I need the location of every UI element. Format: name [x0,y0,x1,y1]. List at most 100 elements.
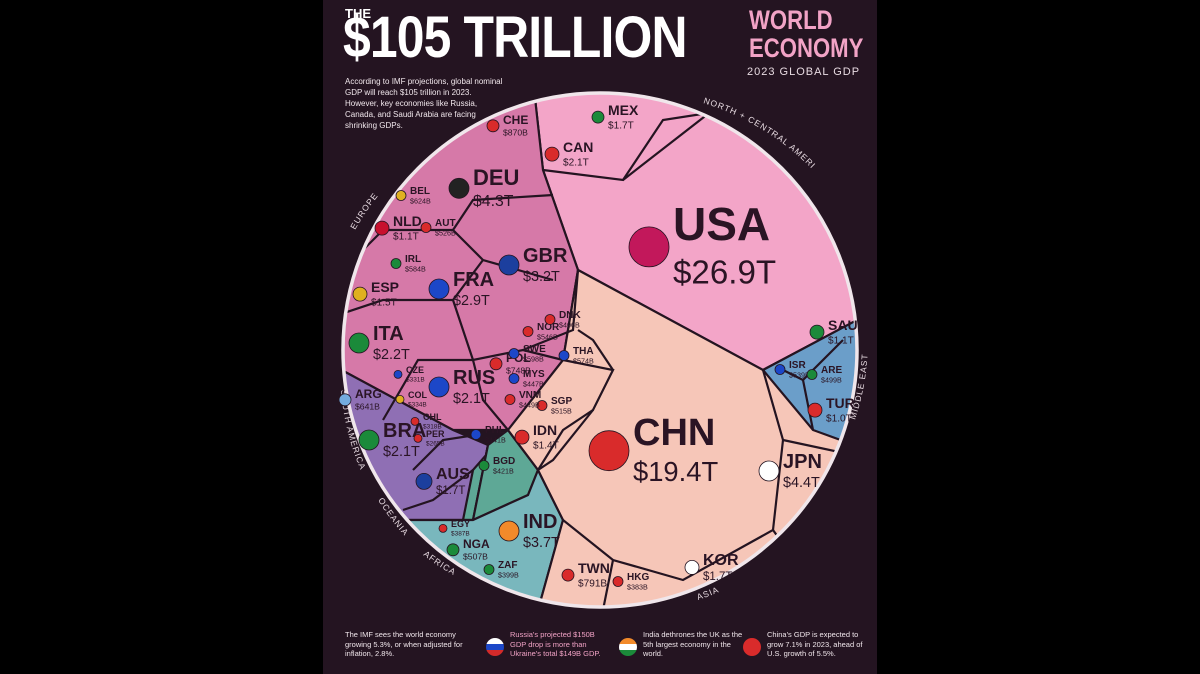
country-isr: ISR$539B [774,360,810,380]
country-sau: SAU $1.1T [809,317,858,346]
es-flag-icon [352,286,368,302]
country-gdp-label: $2.2T [373,347,410,363]
infographic-poster: THE $105 TRILLION WORLD ECONOMY 2023 GLO… [323,0,877,674]
country-gbr: GBR $3.2T [498,245,568,285]
country-gdp-label: $598B [523,355,544,364]
footer-note-1: The IMF sees the world economy growing 5… [345,630,463,659]
country-ita: ITA $2.2T [348,323,410,363]
cn-flag-icon [588,430,630,472]
country-nor: NOR$546B [522,322,560,342]
country-code-label: CAN [563,139,593,155]
country-code-label: SWE [523,344,546,355]
intro-text: According to IMF projections, global nom… [345,77,503,130]
country-code-label: PHL [485,425,505,436]
cell-border [538,559,615,607]
country-gdp-label: $526B [435,229,456,238]
country-gdp-label: $318B [423,424,442,431]
country-vnm: VNM$449B [504,390,541,410]
cell-border [522,269,580,352]
country-fra: FRA $2.9T [428,269,494,309]
country-gdp-label: $331B [406,377,425,384]
country-gdp-label: $870B [503,127,528,137]
us-flag-icon [628,226,670,268]
cell-border [537,409,594,471]
dk-flag-icon [544,314,556,325]
country-egy: EGY $387B [438,519,470,538]
country-gdp-label: $3.7T [523,535,560,551]
country-gdp-label: $515B [551,407,572,416]
sa-flag-icon [809,324,825,340]
gb-flag-icon [498,254,520,276]
br-flag-icon [358,429,380,451]
country-zaf: ZAF$399B [483,560,519,580]
country-gdp-label: $19.4T [633,456,718,487]
hk-flag-icon [612,576,624,587]
country-code-label: CHN [633,412,715,454]
ie-flag-icon [390,258,402,269]
za-flag-icon [483,564,495,575]
country-code-label: DEU [473,165,519,190]
country-aut: AUT$526B [420,218,456,238]
country-code-label: PER [426,429,445,439]
cell-border [471,359,509,431]
country-chl: CHL $318B [410,412,442,431]
country-code-label: AUS [436,466,470,483]
country-twn: TWN $791B [561,560,610,589]
country-gdp-label: $421B [493,467,514,476]
country-gdp-label: $748B [506,365,531,375]
country-per: PER $265B [413,429,445,448]
country-code-label: DNK [559,310,581,321]
country-gdp-label: $4.4T [783,475,820,491]
ru-flag-icon [486,638,504,656]
country-code-label: NGA [463,537,490,551]
country-chn: CHN$19.4T [588,412,718,487]
country-gdp-label: $1.0T [826,413,852,424]
country-code-label: KOR [703,552,739,569]
title-the: THE [345,6,371,21]
country-nld: NLD $1.1T [374,213,422,242]
country-code-label: NOR [537,322,560,333]
country-code-label: ARG [355,387,382,401]
country-code-label: ISR [789,360,806,371]
country-code-label: FRA [453,269,494,291]
country-nga: NGA$507B [446,537,490,561]
be-flag-icon [395,190,407,201]
bd-flag-icon [478,460,490,471]
country-code-label: CZE [406,365,424,375]
title-block: THE $105 TRILLION WORLD ECONOMY 2023 GLO… [323,0,877,80]
country-gdp-label: $1.7T [608,120,634,131]
country-code-label: THA [573,346,594,357]
in-flag-icon [498,520,520,542]
country-code-label: IRL [405,254,421,265]
country-code-label: ARE [821,365,842,376]
cell-border [772,529,824,601]
country-bgd: BGD$421B [478,456,515,476]
country-code-label: COL [408,390,428,400]
country-code-label: ITA [373,323,404,345]
country-irl: IRL$584B [390,254,426,274]
country-code-label: MYS [523,369,545,380]
country-gdp-label: $641B [355,401,380,411]
country-code-label: RUS [453,367,495,389]
country-hkg: HKG$383B [612,572,649,592]
country-code-label: TUR [826,395,855,411]
in-flag-icon [619,638,637,656]
ch-flag-icon [486,119,500,133]
tw-flag-icon [561,568,575,582]
country-code-label: JPN [783,451,822,473]
footer-note-2: Russia's projected $150B GDP drop is mor… [510,630,601,659]
country-kor: KOR $1.7T [684,552,739,583]
country-gdp-label: $2.1T [383,444,420,460]
cell-border [382,358,473,421]
country-gdp-label: $507B [463,551,488,561]
tr-flag-icon [807,402,823,418]
country-are: ARE$499B [806,365,842,385]
country-gdp-label: $399B [498,571,519,580]
country-gdp-label: $624B [410,197,431,206]
fr-flag-icon [428,278,450,300]
country-code-label: ESP [371,279,399,295]
country-gdp-label: $406B [559,321,580,330]
footer-note-3: India dethrones the UK as the 5th larges… [643,630,743,659]
country-code-label: GBR [523,245,568,267]
id-flag-icon [514,429,530,445]
